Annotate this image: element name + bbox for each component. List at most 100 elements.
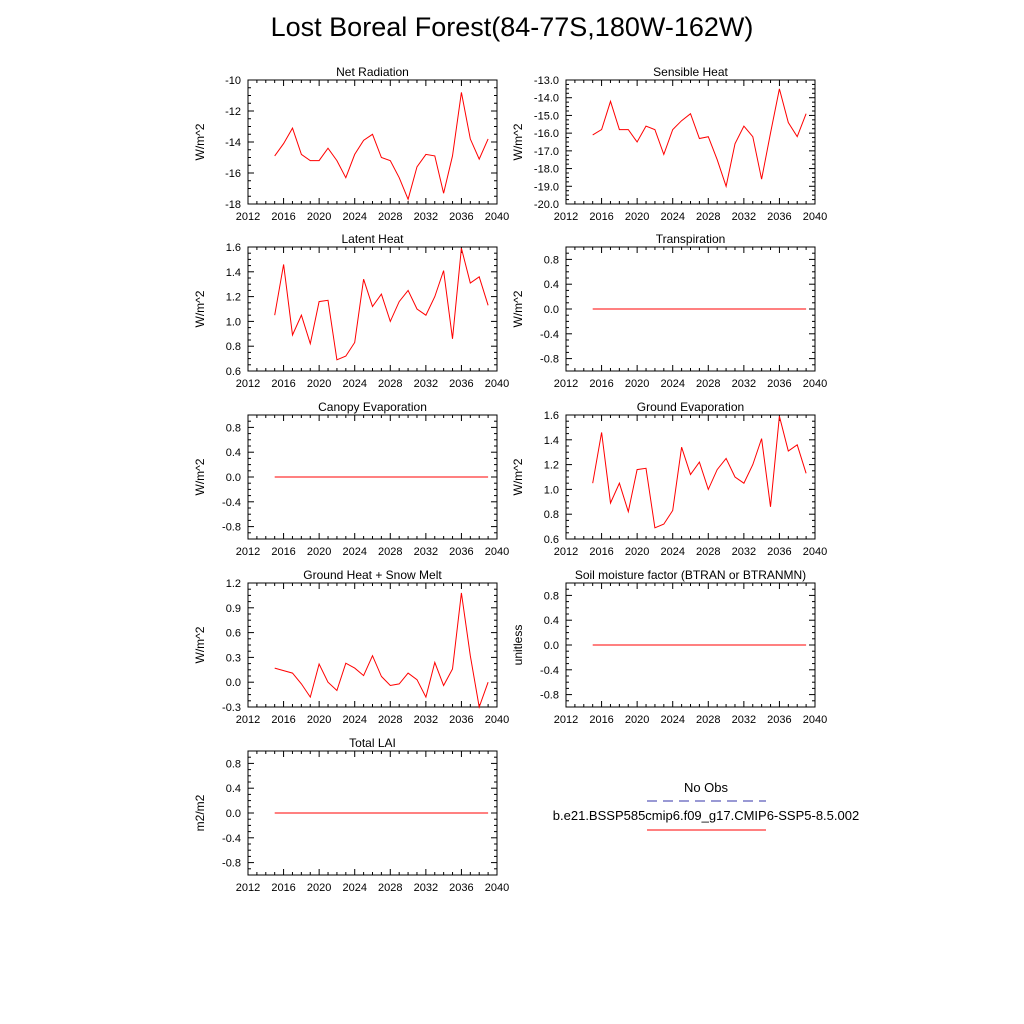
y-tick-label: 0.0 — [226, 808, 241, 820]
y-tick-label: -12 — [225, 106, 241, 118]
y-axis-label: W/m^2 — [193, 458, 207, 495]
x-tick-label: 2020 — [625, 714, 649, 726]
y-tick-label: 0.3 — [226, 652, 241, 664]
x-tick-label: 2024 — [342, 882, 366, 894]
x-tick-label: 2028 — [378, 882, 402, 894]
panel-2: Sensible Heat 2012 2016 2020 2024 2028 2032 203… — [511, 65, 827, 223]
x-tick-label: 2036 — [449, 211, 473, 223]
x-tick-label: 2012 — [554, 211, 578, 223]
x-tick-label: 2032 — [732, 546, 756, 558]
series-line-1 — [592, 88, 807, 189]
y-tick-label: 1.2 — [544, 460, 559, 472]
x-tick-label: 2024 — [660, 378, 684, 390]
x-tick-label: 2032 — [414, 378, 438, 390]
x-tick-label: 2036 — [449, 378, 473, 390]
x-tick-label: 2012 — [554, 546, 578, 558]
y-tick-label: 1.6 — [226, 242, 241, 254]
panel-9: Total LAI 2012 2016 2020 2024 2028 2032 2036 204… — [193, 736, 509, 894]
x-tick-label: 2016 — [589, 211, 613, 223]
panel-title: Total LAI — [349, 736, 396, 750]
x-tick-label: 2012 — [236, 211, 260, 223]
y-tick-label: -18 — [225, 199, 241, 211]
y-tick-label: -0.3 — [222, 702, 241, 714]
y-tick-label: -0.8 — [222, 858, 241, 870]
panel-title: Latent Heat — [341, 232, 404, 246]
y-axis-label: W/m^2 — [511, 123, 525, 160]
x-tick-label: 2040 — [485, 882, 509, 894]
x-tick-label: 2012 — [236, 378, 260, 390]
x-tick-label: 2020 — [307, 211, 331, 223]
x-tick-label: 2016 — [589, 378, 613, 390]
x-tick-label: 2020 — [307, 378, 331, 390]
x-tick-label: 2036 — [449, 882, 473, 894]
x-tick-label: 2016 — [271, 714, 295, 726]
y-axis-label: unitless — [511, 625, 525, 666]
y-tick-label: 0.6 — [544, 534, 559, 546]
legend-model-label: b.e21.BSSP585cmip6.f09_g17.CMIP6-SSP5-8.… — [553, 808, 859, 823]
y-tick-label: -10 — [225, 75, 241, 87]
x-tick-label: 2024 — [660, 546, 684, 558]
x-tick-label: 2012 — [554, 714, 578, 726]
y-tick-label: 0.6 — [226, 628, 241, 640]
y-tick-label: -15.0 — [534, 110, 559, 122]
series-line-1 — [274, 92, 489, 201]
y-axis-label: W/m^2 — [193, 290, 207, 327]
panel-title: Ground Evaporation — [637, 400, 744, 414]
panel-title: Canopy Evaporation — [318, 400, 427, 414]
panel-7: Ground Heat + Snow Melt 2012 2016 2020 2024 2… — [193, 568, 509, 726]
y-tick-label: 0.0 — [226, 677, 241, 689]
plot-frame — [247, 79, 498, 205]
y-tick-label: 1.2 — [226, 292, 241, 304]
x-tick-label: 2020 — [307, 882, 331, 894]
x-tick-label: 2020 — [625, 211, 649, 223]
y-tick-label: 0.8 — [226, 341, 241, 353]
x-tick-label: 2028 — [696, 546, 720, 558]
panel-title: Transpiration — [656, 232, 726, 246]
x-tick-label: 2028 — [696, 714, 720, 726]
series-line-1 — [274, 248, 489, 361]
x-tick-label: 2020 — [307, 714, 331, 726]
x-tick-label: 2024 — [660, 211, 684, 223]
x-tick-label: 2020 — [625, 378, 649, 390]
x-tick-label: 2036 — [767, 546, 791, 558]
y-tick-label: -19.0 — [534, 181, 559, 193]
y-tick-label: -20.0 — [534, 199, 559, 211]
y-tick-label: 0.4 — [544, 615, 559, 627]
y-tick-label: 1.0 — [226, 316, 241, 328]
y-tick-label: 0.9 — [226, 603, 241, 615]
x-tick-label: 2024 — [342, 546, 366, 558]
y-tick-label: 1.6 — [544, 410, 559, 422]
x-tick-label: 2032 — [732, 714, 756, 726]
x-tick-label: 2040 — [485, 378, 509, 390]
panel-1: Net Radiation 2012 2016 2020 2024 2028 2032 203… — [193, 65, 509, 223]
panel-title: Ground Heat + Snow Melt — [303, 568, 442, 582]
x-tick-label: 2040 — [485, 211, 509, 223]
x-tick-label: 2020 — [307, 546, 331, 558]
y-axis-label: m2/m2 — [193, 794, 207, 831]
x-tick-label: 2016 — [271, 546, 295, 558]
x-tick-label: 2036 — [767, 714, 791, 726]
x-tick-label: 2012 — [554, 378, 578, 390]
y-axis-label: W/m^2 — [193, 123, 207, 160]
x-tick-label: 2040 — [803, 378, 827, 390]
x-tick-label: 2012 — [236, 714, 260, 726]
x-tick-label: 2040 — [803, 546, 827, 558]
x-tick-label: 2032 — [414, 546, 438, 558]
y-tick-label: -0.8 — [540, 354, 559, 366]
y-tick-label: -0.8 — [540, 690, 559, 702]
x-tick-label: 2032 — [414, 211, 438, 223]
x-tick-label: 2028 — [378, 211, 402, 223]
x-tick-label: 2040 — [803, 211, 827, 223]
x-tick-label: 2024 — [342, 378, 366, 390]
x-tick-label: 2024 — [342, 714, 366, 726]
panel-title: Sensible Heat — [653, 65, 728, 79]
x-tick-label: 2024 — [342, 211, 366, 223]
y-tick-label: 1.4 — [544, 435, 559, 447]
panel-5: Canopy Evaporation 2012 2016 2020 2024 2028 20… — [193, 400, 509, 558]
legend: No Obs b.e21.BSSP585cmip6.f09_g17.CMIP6-S… — [553, 780, 859, 831]
x-tick-label: 2040 — [803, 714, 827, 726]
x-tick-label: 2016 — [271, 211, 295, 223]
y-tick-label: -13.0 — [534, 75, 559, 87]
y-tick-label: 0.8 — [226, 758, 241, 770]
